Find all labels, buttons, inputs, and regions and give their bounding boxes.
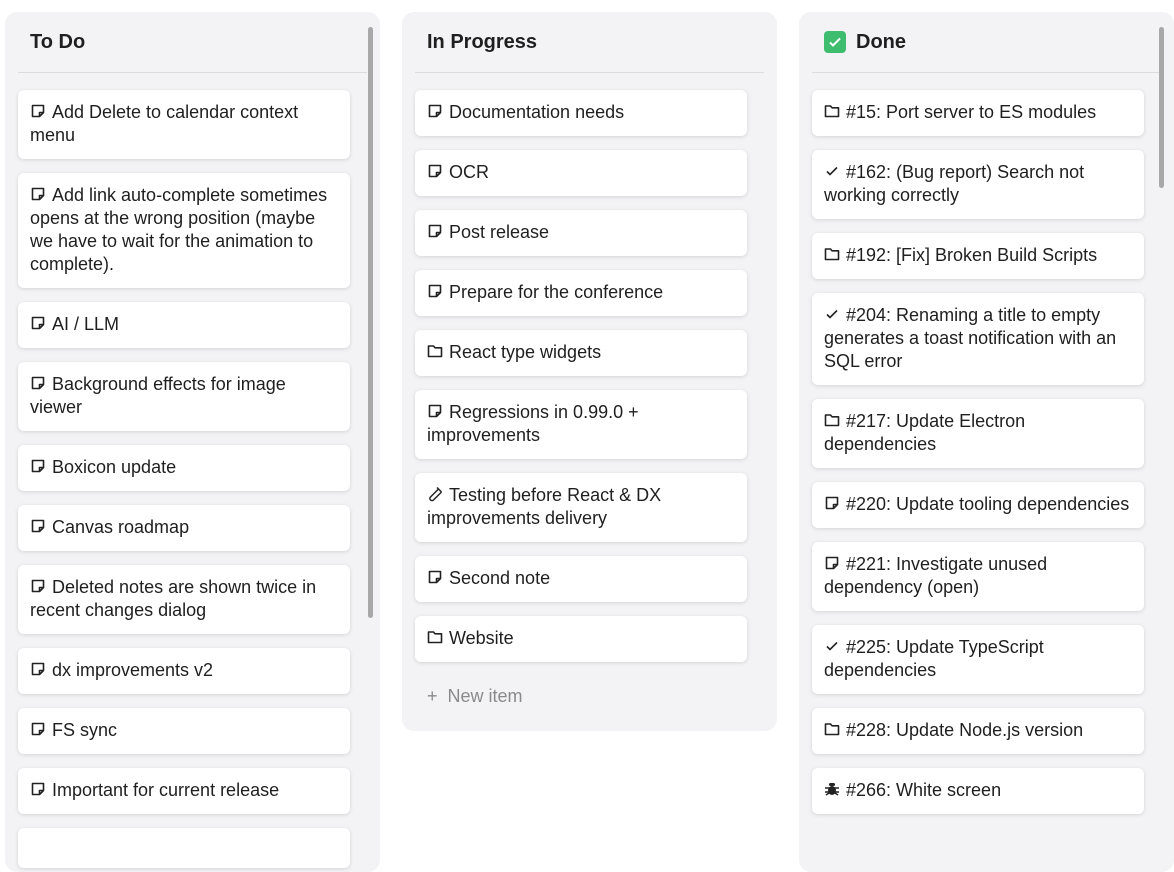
- card[interactable]: Background effects for image viewer: [18, 362, 350, 431]
- card-title: #228: Update Node.js version: [846, 720, 1084, 740]
- card-title: #217: Update Electron dependencies: [824, 411, 1026, 454]
- card-title: Testing before React & DX improvements d…: [427, 485, 662, 528]
- card-title: Post release: [449, 222, 550, 242]
- card-title: Add Delete to calendar context menu: [30, 102, 299, 145]
- folder-icon: [427, 629, 443, 645]
- card-title: Background effects for image viewer: [30, 374, 286, 417]
- card-title: Prepare for the conference: [449, 282, 664, 302]
- card[interactable]: #220: Update tooling dependencies: [812, 482, 1144, 528]
- new-item-button[interactable]: + New item: [427, 686, 523, 706]
- check-icon: [824, 306, 840, 322]
- card[interactable]: #15: Port server to ES modules: [812, 90, 1144, 136]
- note-icon: [30, 315, 46, 331]
- card[interactable]: Add link auto-complete sometimes opens a…: [18, 173, 350, 288]
- card[interactable]: Important for current release: [18, 768, 350, 814]
- note-icon: [30, 103, 46, 119]
- note-icon: [30, 661, 46, 677]
- note-icon: [427, 283, 443, 299]
- card[interactable]: #192: [Fix] Broken Build Scripts: [812, 233, 1144, 279]
- card-title: #192: [Fix] Broken Build Scripts: [846, 245, 1098, 265]
- column-title: In Progress: [415, 12, 764, 73]
- card[interactable]: dx improvements v2: [18, 648, 350, 694]
- note-icon: [30, 186, 46, 202]
- note-icon: [427, 569, 443, 585]
- note-icon: [824, 495, 840, 511]
- card[interactable]: Documentation needs: [415, 90, 747, 136]
- test-tube-icon: [427, 486, 443, 502]
- card[interactable]: Add Delete to calendar context menu: [18, 90, 350, 159]
- card-title: Canvas roadmap: [52, 517, 190, 537]
- check-icon: [824, 163, 840, 179]
- card[interactable]: Website: [415, 616, 747, 662]
- folder-icon: [824, 246, 840, 262]
- scrollbar-done[interactable]: [1159, 27, 1164, 188]
- card[interactable]: #204: Renaming a title to empty generate…: [812, 293, 1144, 385]
- column-title: Done: [812, 12, 1161, 73]
- card[interactable]: #217: Update Electron dependencies: [812, 399, 1144, 468]
- note-icon: [427, 223, 443, 239]
- note-icon: [30, 781, 46, 797]
- card-title: #220: Update tooling dependencies: [846, 494, 1130, 514]
- column-done: Done #15: Port server to ES modules #162:…: [799, 12, 1174, 872]
- note-icon: [427, 163, 443, 179]
- card[interactable]: Post release: [415, 210, 747, 256]
- card-title: React type widgets: [449, 342, 602, 362]
- check-icon: [824, 638, 840, 654]
- card-title: Deleted notes are shown twice in recent …: [30, 577, 317, 620]
- card[interactable]: React type widgets: [415, 330, 747, 376]
- card[interactable]: #162: (Bug report) Search not working co…: [812, 150, 1144, 219]
- note-icon: [30, 721, 46, 737]
- card[interactable]: #266: White screen: [812, 768, 1144, 814]
- card[interactable]: Boxicon update: [18, 445, 350, 491]
- card-title: #221: Investigate unused dependency (ope…: [824, 554, 1048, 597]
- folder-icon: [824, 721, 840, 737]
- scrollbar-to-do[interactable]: [368, 27, 373, 618]
- note-icon: [30, 458, 46, 474]
- card-title: Important for current release: [52, 780, 280, 800]
- folder-icon: [824, 103, 840, 119]
- column-title: To Do: [18, 12, 367, 73]
- card-title: Website: [449, 628, 514, 648]
- column-in-progress: In Progress Documentation needs OCR Post r…: [402, 12, 777, 731]
- check-box-icon: [824, 31, 846, 53]
- card[interactable]: #228: Update Node.js version: [812, 708, 1144, 754]
- card-title: AI / LLM: [52, 314, 120, 334]
- card-title: Second note: [449, 568, 551, 588]
- plus-icon: +: [427, 686, 438, 706]
- card[interactable]: FS sync: [18, 708, 350, 754]
- card-title: dx improvements v2: [52, 660, 214, 680]
- card[interactable]: AI / LLM: [18, 302, 350, 348]
- note-icon: [30, 518, 46, 534]
- card[interactable]: OCR: [415, 150, 747, 196]
- card[interactable]: Testing before React & DX improvements d…: [415, 473, 747, 542]
- card[interactable]: Second note: [415, 556, 747, 602]
- card[interactable]: #225: Update TypeScript dependencies: [812, 625, 1144, 694]
- card[interactable]: #221: Investigate unused dependency (ope…: [812, 542, 1144, 611]
- card[interactable]: Regressions in 0.99.0 + improvements: [415, 390, 747, 459]
- note-icon: [427, 103, 443, 119]
- column-to-do: To Do Add Delete to calendar context men…: [5, 12, 380, 872]
- folder-icon: [427, 343, 443, 359]
- bug-icon: [824, 781, 840, 797]
- card-title: #225: Update TypeScript dependencies: [824, 637, 1044, 680]
- folder-icon: [824, 412, 840, 428]
- card-title: Add link auto-complete sometimes opens a…: [30, 185, 328, 274]
- note-icon: [427, 403, 443, 419]
- card-title: OCR: [449, 162, 489, 182]
- note-icon: [30, 375, 46, 391]
- card[interactable]: [18, 828, 350, 868]
- card-title: Boxicon update: [52, 457, 177, 477]
- card-title: Regressions in 0.99.0 + improvements: [427, 402, 639, 445]
- card-title: #15: Port server to ES modules: [846, 102, 1097, 122]
- card[interactable]: Deleted notes are shown twice in recent …: [18, 565, 350, 634]
- card-title: #266: White screen: [846, 780, 1002, 800]
- card-title: #204: Renaming a title to empty generate…: [824, 305, 1117, 371]
- note-icon: [30, 578, 46, 594]
- card-title: #162: (Bug report) Search not working co…: [824, 162, 1085, 205]
- card-title: FS sync: [52, 720, 118, 740]
- card[interactable]: Canvas roadmap: [18, 505, 350, 551]
- card-title: Documentation needs: [449, 102, 625, 122]
- card[interactable]: Prepare for the conference: [415, 270, 747, 316]
- note-icon: [824, 555, 840, 571]
